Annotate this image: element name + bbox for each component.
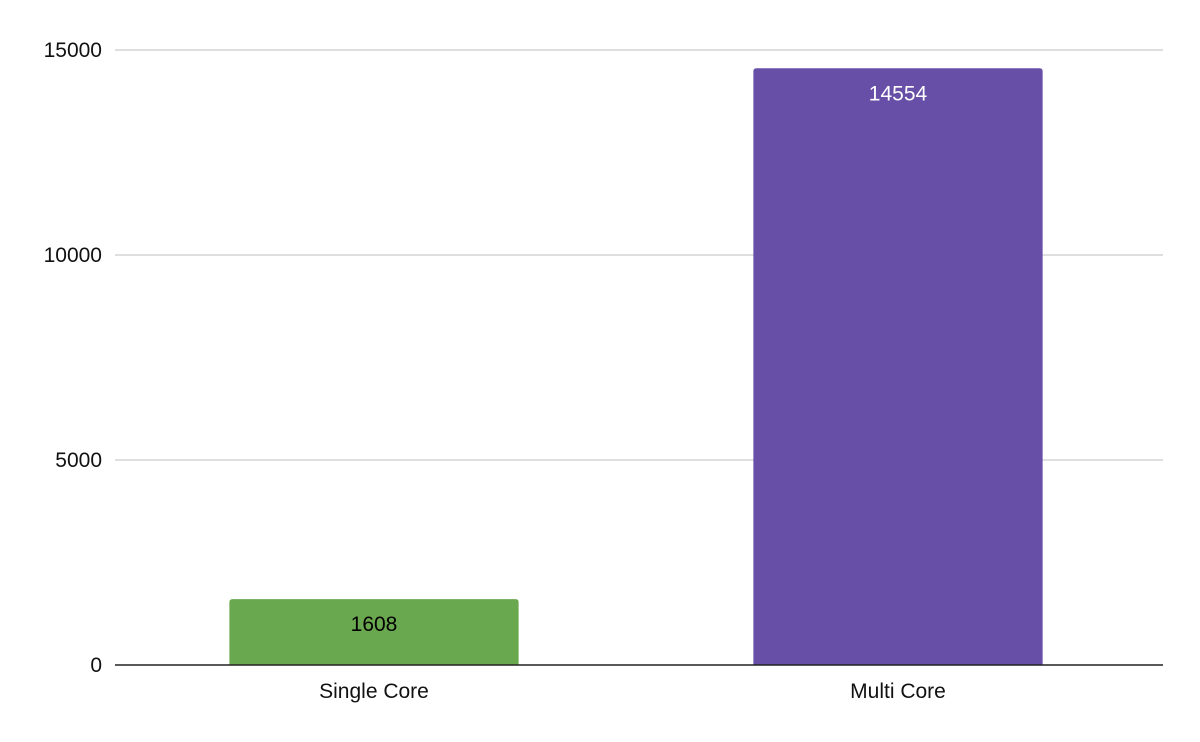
x-category-label: Multi Core: [850, 680, 946, 703]
bars: [229, 68, 1043, 665]
y-tick-label: 15000: [44, 39, 102, 62]
y-tick-label: 0: [90, 654, 102, 677]
x-category-label: Single Core: [319, 680, 429, 703]
y-axis-ticks: 0 5000 10000 15000: [44, 39, 102, 677]
x-axis-categories: Single Core Multi Core: [319, 680, 946, 703]
bar-multi-core: [753, 68, 1043, 665]
y-tick-label: 5000: [55, 449, 102, 472]
data-label: 1608: [351, 613, 398, 636]
bar-single-core: [229, 599, 519, 665]
data-label: 14554: [869, 82, 928, 105]
data-labels: 1608 14554: [351, 82, 928, 636]
y-tick-label: 10000: [44, 244, 102, 267]
